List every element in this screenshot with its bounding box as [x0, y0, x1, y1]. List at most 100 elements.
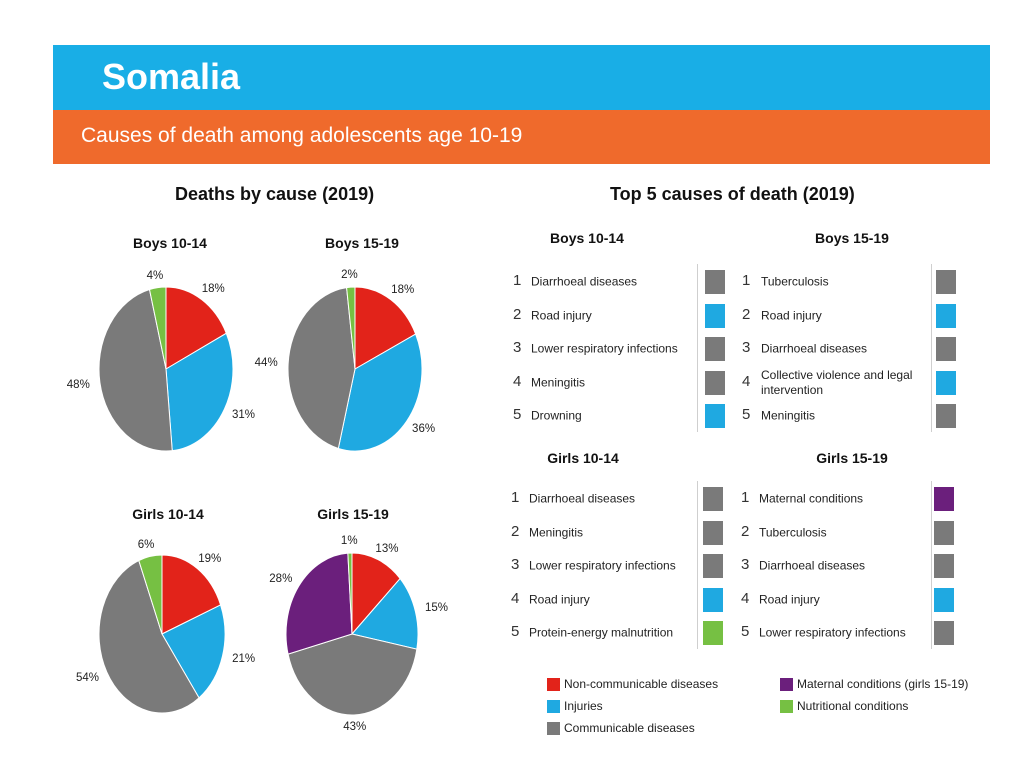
- cause-label: Meningitis: [529, 525, 584, 539]
- legend-label: Nutritional conditions: [797, 699, 909, 713]
- pie-slice-nutritional: [138, 554, 163, 635]
- category-swatch-communicable: [934, 520, 954, 545]
- top5-group-title: Boys 10-14: [550, 230, 624, 246]
- pie-chart: [98, 554, 226, 714]
- divider-line: [931, 481, 932, 649]
- category-swatch-communicable: [934, 554, 954, 578]
- pie-chart: [98, 286, 234, 452]
- legend-label: Non-communicable diseases: [564, 677, 719, 691]
- pie-slice-label: 36%: [412, 422, 436, 435]
- cause-label: Drowning: [531, 408, 582, 423]
- pie-slice-ncd: [165, 286, 227, 370]
- rank-number: 5: [513, 406, 522, 423]
- pie-slice-communicable: [287, 287, 356, 450]
- pie-slice-label: 1%: [340, 535, 358, 548]
- pie-slice-ncd: [351, 552, 401, 636]
- cause-label: Diarrhoeal diseases: [759, 558, 866, 573]
- pie-slice-injuries: [161, 604, 226, 699]
- pie-slice-ncd: [161, 554, 222, 635]
- category-swatch-injuries: [705, 404, 725, 428]
- rank-number: 2: [741, 522, 750, 540]
- legend-label: Injuries: [564, 699, 603, 713]
- rank-number: 2: [513, 305, 522, 323]
- category-swatch-injuries: [936, 303, 956, 328]
- rank-number: 3: [741, 556, 750, 573]
- divider-line: [697, 481, 698, 649]
- category-swatch-maternal: [934, 487, 954, 511]
- rank-number: 2: [511, 522, 520, 540]
- cause-label: Diarrhoeal diseases: [761, 341, 868, 356]
- category-swatch-communicable: [705, 370, 725, 395]
- rank-number: 3: [742, 339, 751, 356]
- pie-slice-label: 43%: [343, 720, 367, 733]
- rank-number: 1: [741, 489, 750, 506]
- category-swatch-communicable: [703, 554, 723, 578]
- pie-slice-label: 4%: [146, 269, 164, 282]
- category-swatch-communicable: [936, 337, 956, 361]
- legend-swatch-nutritional: [780, 700, 793, 713]
- divider-line: [697, 264, 698, 432]
- pie-slice-injuries: [165, 332, 234, 452]
- rank-number: 5: [741, 623, 750, 640]
- cause-label: Lower respiratory infections: [529, 558, 676, 573]
- rank-number: 1: [742, 272, 751, 289]
- pie-slice-label: 19%: [198, 552, 222, 565]
- pie-slice-nutritional: [347, 552, 353, 635]
- category-swatch-communicable: [705, 337, 725, 361]
- pie-slice-injuries: [337, 333, 423, 452]
- rank-number: 2: [742, 305, 751, 323]
- cause-label: Maternal conditions: [759, 491, 864, 506]
- cause-label: Meningitis: [531, 375, 586, 389]
- pie-chart: [285, 552, 419, 716]
- cause-label: Tuberculosis: [759, 525, 827, 539]
- pie-slice-communicable: [98, 559, 200, 714]
- cause-label: Road injury: [531, 308, 592, 322]
- country-banner: [53, 45, 990, 110]
- pie-chart: [287, 286, 423, 452]
- rank-number: 1: [513, 272, 522, 289]
- cause-label: Diarrhoeal diseases: [529, 491, 636, 506]
- rank-number: 5: [742, 406, 751, 423]
- rank-number: 4: [742, 372, 751, 390]
- category-swatch-injuries: [705, 303, 725, 328]
- pie-slice-label: 13%: [375, 542, 399, 555]
- cause-label: Lower respiratory infections: [531, 341, 678, 356]
- category-swatch-injuries: [934, 587, 954, 612]
- deaths-by-cause-title: Deaths by cause (2019): [175, 184, 375, 204]
- category-swatch-nutritional: [703, 621, 723, 645]
- top5-group-title: Boys 15-19: [815, 230, 889, 246]
- pie-slice-label: 15%: [424, 602, 449, 615]
- cause-label: Collective violence and legal interventi…: [761, 367, 913, 397]
- pie-slice-ncd: [354, 286, 417, 370]
- pie-slice-label: 6%: [137, 538, 155, 551]
- pie-slice-maternal: [285, 552, 353, 655]
- pie-slice-label: 18%: [391, 283, 415, 296]
- legend-swatch-maternal: [780, 678, 793, 691]
- category-swatch-communicable: [703, 487, 723, 511]
- pie-slice-label: 54%: [75, 671, 100, 684]
- cause-label: Meningitis: [761, 408, 816, 423]
- category-swatch-injuries: [936, 370, 956, 395]
- rank-number: 4: [511, 589, 520, 607]
- pie-slice-label: 2%: [341, 269, 358, 282]
- legend-label: Communicable diseases: [564, 721, 695, 735]
- category-swatch-communicable: [934, 621, 954, 645]
- rank-number: 3: [513, 339, 522, 356]
- legend-label: Maternal conditions (girls 15-19): [797, 677, 969, 691]
- category-swatch-communicable: [703, 520, 723, 545]
- pie-slice-label: 28%: [269, 573, 293, 586]
- pie-slice-label: 44%: [254, 357, 278, 370]
- rank-number: 4: [741, 589, 750, 607]
- category-swatch-communicable: [936, 404, 956, 428]
- rank-number: 1: [511, 489, 520, 506]
- top5-title: Top 5 causes of death (2019): [610, 184, 855, 204]
- pie-title: Girls 10-14: [132, 506, 204, 522]
- cause-label: Road injury: [759, 592, 820, 606]
- cause-label: Road injury: [761, 308, 822, 322]
- pie-title: Boys 15-19: [325, 235, 399, 251]
- rank-number: 5: [511, 623, 520, 640]
- pie-slice-nutritional: [346, 286, 356, 370]
- cause-label: Tuberculosis: [761, 274, 829, 289]
- pie-title: Girls 15-19: [317, 506, 389, 522]
- rank-number: 4: [513, 372, 522, 390]
